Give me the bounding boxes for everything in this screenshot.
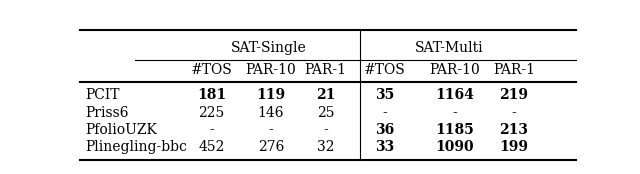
Text: #TOS: #TOS [364,64,406,77]
Text: -: - [269,123,273,137]
Text: -: - [383,106,387,120]
Text: PfolioUZK: PfolioUZK [85,123,157,137]
Text: 33: 33 [376,140,395,155]
Text: 146: 146 [258,106,284,120]
Text: 1185: 1185 [435,123,474,137]
Text: 452: 452 [198,140,225,155]
Text: 1090: 1090 [435,140,474,155]
Text: 21: 21 [316,88,335,102]
Text: 25: 25 [317,106,334,120]
Text: PAR-10: PAR-10 [246,64,296,77]
Text: Plinegling-bbc: Plinegling-bbc [85,140,187,155]
Text: SAT-Multi: SAT-Multi [415,41,484,55]
Text: 199: 199 [499,140,529,155]
Text: 276: 276 [258,140,284,155]
Text: 225: 225 [198,106,225,120]
Text: 219: 219 [499,88,529,102]
Text: -: - [511,106,516,120]
Text: Priss6: Priss6 [85,106,129,120]
Text: PAR-1: PAR-1 [305,64,346,77]
Text: 32: 32 [317,140,334,155]
Text: PCIT: PCIT [85,88,120,102]
Text: -: - [209,123,214,137]
Text: -: - [452,106,457,120]
Text: -: - [323,123,328,137]
Text: PAR-10: PAR-10 [429,64,480,77]
Text: #TOS: #TOS [191,64,232,77]
Text: 1164: 1164 [435,88,474,102]
Text: PAR-1: PAR-1 [493,64,535,77]
Text: SAT-Single: SAT-Single [230,41,307,55]
Text: 35: 35 [376,88,395,102]
Text: 181: 181 [197,88,226,102]
Text: 36: 36 [376,123,395,137]
Text: 119: 119 [257,88,285,102]
Text: 213: 213 [499,123,529,137]
